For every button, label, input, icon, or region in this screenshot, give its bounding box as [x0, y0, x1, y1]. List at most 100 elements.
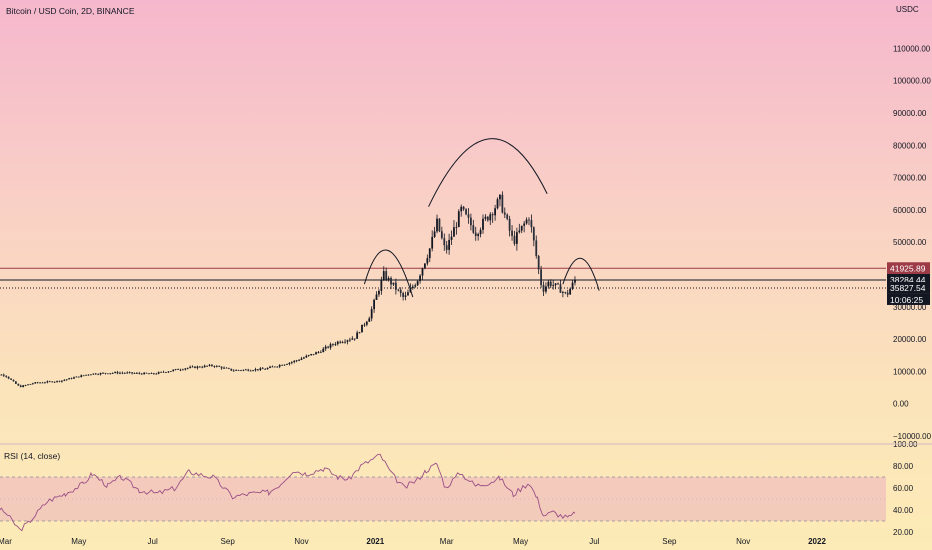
price-candle[interactable] [41, 381, 44, 384]
price-candle[interactable] [27, 384, 29, 386]
price-candle[interactable] [532, 226, 535, 247]
price-candle[interactable] [201, 365, 204, 369]
price-candle[interactable] [453, 220, 455, 237]
price-candle[interactable] [131, 372, 133, 375]
price-candle[interactable] [223, 366, 225, 370]
price-candle[interactable] [414, 283, 417, 288]
price-candle[interactable] [155, 372, 158, 375]
price-candle[interactable] [520, 225, 523, 234]
price-candle[interactable] [387, 276, 390, 282]
price-candle[interactable] [496, 197, 499, 210]
price-candle[interactable] [479, 227, 482, 238]
price-candle[interactable] [184, 368, 187, 371]
price-candle[interactable] [143, 371, 146, 375]
price-candle[interactable] [167, 371, 170, 374]
price-candle[interactable] [177, 368, 179, 370]
price-candle[interactable] [249, 369, 252, 372]
price-candle[interactable] [407, 289, 409, 296]
price-candle[interactable] [10, 378, 12, 381]
price-candle[interactable] [322, 347, 325, 353]
price-candle[interactable] [549, 279, 552, 289]
price-candle[interactable] [220, 366, 223, 370]
price-candle[interactable] [259, 367, 262, 372]
price-candle[interactable] [235, 369, 238, 371]
price-candle[interactable] [438, 218, 441, 233]
price-candle[interactable] [511, 225, 513, 241]
price-candle[interactable] [528, 217, 530, 226]
drawn-arc[interactable] [428, 138, 548, 207]
price-candle[interactable] [63, 379, 66, 382]
price-candle[interactable] [104, 372, 107, 375]
price-candle[interactable] [92, 373, 95, 375]
price-candle[interactable] [181, 368, 184, 371]
price-candle[interactable] [445, 240, 448, 254]
price-candle[interactable] [317, 351, 320, 354]
price-candle[interactable] [310, 353, 313, 356]
price-candle[interactable] [315, 351, 317, 355]
price-candle[interactable] [436, 214, 438, 234]
price-candle[interactable] [513, 230, 516, 246]
price-candle[interactable] [336, 340, 339, 346]
price-candle[interactable] [348, 337, 351, 343]
price-candle[interactable] [174, 368, 177, 371]
price-candle[interactable] [14, 381, 17, 385]
price-candle[interactable] [305, 354, 308, 358]
price-candle[interactable] [140, 373, 143, 375]
price-candle[interactable] [157, 371, 160, 375]
price-candle[interactable] [194, 366, 196, 369]
price-candle[interactable] [34, 381, 37, 384]
price-candle[interactable] [542, 281, 545, 297]
price-candle[interactable] [443, 233, 446, 251]
price-candle[interactable] [346, 339, 349, 345]
price-candle[interactable] [375, 291, 378, 300]
price-candle[interactable] [230, 368, 233, 372]
price-candle[interactable] [80, 374, 83, 378]
price-candle[interactable] [518, 223, 521, 234]
price-candle[interactable] [247, 368, 250, 372]
price-candle[interactable] [24, 384, 27, 387]
price-candle[interactable] [116, 370, 119, 375]
price-candle[interactable] [278, 364, 281, 369]
price-candle[interactable] [557, 282, 559, 285]
price-candle[interactable] [160, 371, 163, 373]
price-candle[interactable] [126, 371, 129, 374]
price-candle[interactable] [136, 371, 138, 374]
price-candle[interactable] [46, 380, 49, 384]
price-candle[interactable] [574, 276, 576, 286]
price-candle[interactable] [303, 356, 305, 359]
price-candle[interactable] [431, 230, 434, 252]
price-candle[interactable] [540, 265, 542, 288]
price-candle[interactable] [421, 267, 424, 280]
price-candle[interactable] [39, 382, 41, 384]
price-candle[interactable] [152, 372, 155, 375]
price-candle[interactable] [353, 338, 356, 341]
price-candle[interactable] [261, 366, 264, 370]
price-candle[interactable] [344, 339, 346, 344]
price-candle[interactable] [312, 354, 315, 356]
price-candle[interactable] [474, 226, 477, 241]
price-candle[interactable] [397, 288, 400, 292]
price-candle[interactable] [378, 289, 380, 297]
price-candle[interactable] [440, 226, 443, 240]
price-candle[interactable] [365, 320, 368, 327]
price-candle[interactable] [213, 365, 216, 368]
price-candle[interactable] [411, 284, 414, 290]
price-candle[interactable] [561, 290, 564, 298]
price-candle[interactable] [467, 208, 470, 224]
drawn-arc[interactable] [363, 249, 414, 298]
price-candle[interactable] [271, 365, 274, 368]
price-candle[interactable] [179, 368, 182, 372]
price-candle[interactable] [123, 372, 126, 374]
price-candle[interactable] [12, 379, 15, 382]
price-candle[interactable] [382, 266, 385, 281]
price-candle[interactable] [119, 371, 121, 375]
price-candle[interactable] [90, 374, 92, 376]
price-candle[interactable] [564, 291, 567, 295]
price-candle[interactable] [51, 381, 54, 383]
price-candle[interactable] [399, 287, 402, 297]
price-candle[interactable] [554, 283, 557, 290]
price-candle[interactable] [68, 377, 71, 380]
price-candle[interactable] [390, 276, 392, 290]
price-candle[interactable] [7, 376, 10, 380]
price-candle[interactable] [460, 204, 463, 217]
